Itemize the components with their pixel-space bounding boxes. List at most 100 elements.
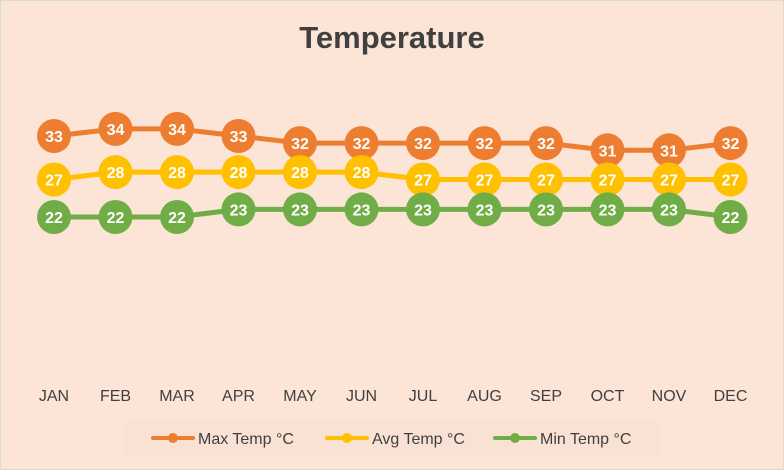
data-point [467,192,502,227]
data-label: 22 [107,210,125,227]
data-label: 32 [291,136,309,153]
data-label: 28 [107,165,125,182]
x-tick-label: SEP [530,388,562,405]
legend-item: Avg Temp °C [325,431,465,448]
data-label: 28 [291,165,309,182]
data-point [98,155,133,190]
data-label: 27 [722,173,740,190]
data-point [590,192,625,227]
data-point [406,192,440,227]
data-point [37,200,71,234]
data-point [590,162,625,197]
x-tick-label: JAN [39,388,69,405]
data-label: 28 [353,165,371,182]
data-point [283,192,317,227]
series-line [51,206,733,220]
legend-item: Max Temp °C [151,431,294,448]
data-point [713,200,748,234]
data-point [221,119,256,153]
data-label: 23 [537,202,555,219]
data-point [344,126,379,161]
data-point [37,119,71,153]
x-tick-label: AUG [467,388,502,405]
data-point [652,133,686,168]
x-tick-label: APR [222,388,255,405]
series-line [51,126,733,153]
data-point [652,162,686,197]
data-label: 31 [660,143,678,160]
data-label: 27 [476,173,494,190]
data-label: 28 [230,165,248,182]
data-point [406,162,440,197]
data-label: 23 [476,202,494,219]
data-point [590,133,625,168]
data-point [160,155,194,190]
data-label: 27 [45,173,63,190]
x-tick-label: NOV [652,388,687,405]
data-point [160,200,194,234]
data-point [406,126,440,161]
data-label: 23 [353,202,371,219]
data-label: 34 [107,122,125,139]
data-point [652,192,686,227]
series-line [51,169,733,182]
data-point [529,126,563,161]
data-point [221,155,256,190]
legend-box [124,420,660,456]
data-label: 23 [230,202,248,219]
data-label: 27 [660,173,678,190]
legend-item: Min Temp °C [493,431,631,448]
data-label: 32 [414,136,432,153]
data-point [344,192,379,227]
data-point [529,162,563,197]
chart-title: Temperature [299,20,485,55]
data-label: 33 [45,129,63,146]
data-point [283,126,317,161]
legend-label: Avg Temp °C [372,431,465,448]
legend-label: Min Temp °C [540,431,631,448]
data-label: 32 [722,136,740,153]
data-label: 23 [291,202,309,219]
series-1: 27 28 28 28 28 28 27 27 27 27 27 27 [37,155,748,197]
data-point [467,162,502,197]
data-point [37,162,71,197]
data-label: 27 [414,173,432,190]
data-point [529,192,563,227]
data-label: 32 [476,136,494,153]
data-label: 23 [599,202,617,219]
legend-marker [342,433,352,443]
series-0: 33 34 34 33 32 32 32 32 32 31 31 32 [37,111,748,168]
data-point [713,162,748,197]
data-label: 34 [168,122,186,139]
legend-marker [510,433,520,443]
data-label: 23 [660,202,678,219]
data-label: 22 [45,210,63,227]
x-tick-label: MAR [159,388,195,405]
legend: Max Temp °C Avg Temp °C Min Temp °C [124,420,660,456]
data-point [221,192,256,227]
data-point [98,111,133,146]
x-tick-label: OCT [591,388,625,405]
data-point [344,155,379,190]
data-label: 22 [168,210,186,227]
data-label: 33 [230,129,248,146]
legend-label: Max Temp °C [198,431,294,448]
x-tick-label: FEB [100,388,131,405]
data-label: 31 [599,143,617,160]
data-point [160,111,194,146]
x-tick-label: MAY [283,388,317,405]
x-tick-label: DEC [714,388,748,405]
data-label: 32 [537,136,555,153]
data-point [713,126,748,161]
data-label: 28 [168,165,186,182]
data-label: 27 [599,173,617,190]
series-2: 22 22 22 23 23 23 23 23 23 23 23 22 [37,192,748,234]
data-point [98,200,133,234]
data-point [467,126,502,161]
data-point [283,155,317,190]
x-tick-label: JUL [409,388,438,405]
data-label: 22 [722,210,740,227]
legend-marker [168,433,178,443]
data-label: 27 [537,173,555,190]
